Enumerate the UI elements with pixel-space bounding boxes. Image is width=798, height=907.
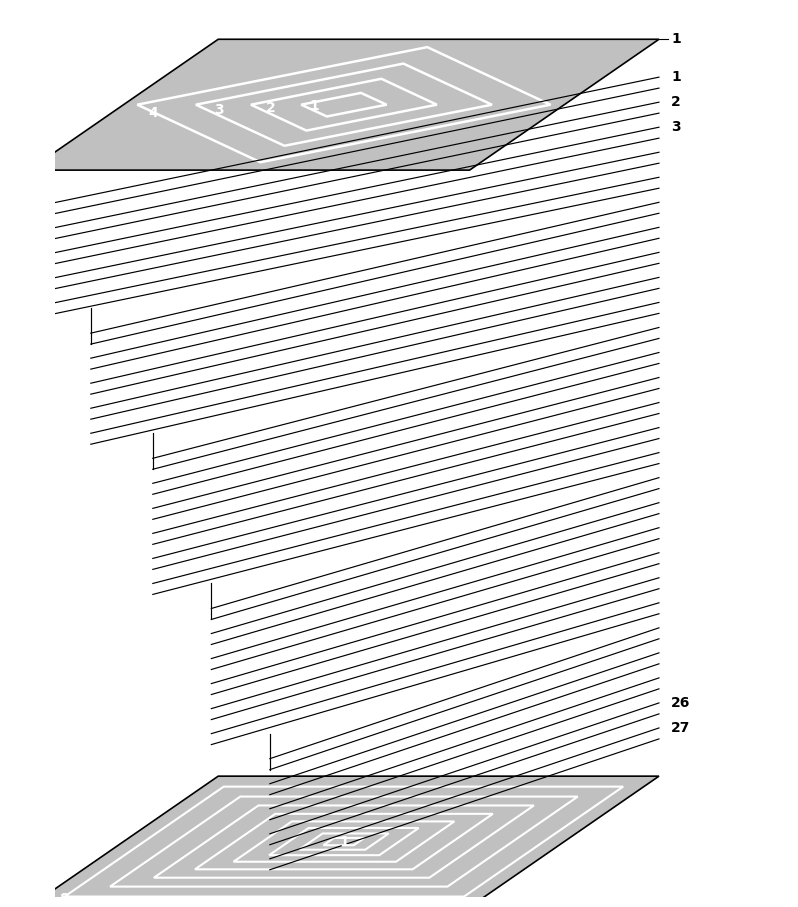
Text: 26: 26: [671, 696, 691, 710]
Text: 2: 2: [266, 101, 275, 115]
Polygon shape: [29, 39, 659, 171]
Text: 1: 1: [671, 70, 681, 84]
Text: 1: 1: [309, 99, 319, 113]
Text: 27: 27: [671, 721, 691, 735]
Text: 1: 1: [339, 834, 349, 849]
Text: 3: 3: [671, 121, 681, 134]
Text: 4: 4: [148, 105, 158, 120]
Polygon shape: [29, 776, 659, 907]
Text: 1: 1: [671, 33, 681, 46]
Text: 3: 3: [215, 102, 224, 117]
Text: 2: 2: [671, 95, 681, 109]
Text: 8: 8: [59, 892, 69, 906]
